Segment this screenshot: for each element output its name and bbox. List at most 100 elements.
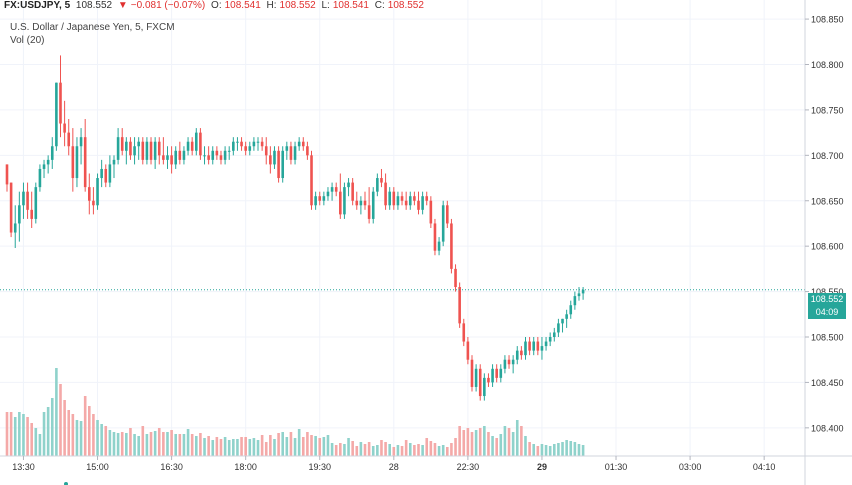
candle-body [83,137,87,188]
candle-body [63,123,66,133]
volume-bar [450,443,453,456]
volume-bar [141,426,145,456]
candle-body [92,200,95,206]
low-value: 108.541 [332,0,369,11]
volume-bar [552,444,556,456]
candle-body [137,141,140,147]
candle-body [330,187,334,192]
volume-bar [252,438,256,456]
candle-body [112,159,116,165]
candle-body [446,205,449,224]
candle-body [536,341,540,351]
candle-body [186,141,190,151]
candle-body [392,191,396,206]
candle-body [388,191,391,206]
candle-body [524,341,527,356]
candle-body [219,155,223,160]
candle-body [483,377,486,397]
price-tick-label: 108.550 [811,287,844,297]
volume-bars [5,368,585,456]
chart-grid [0,0,805,456]
volume-bar [367,442,371,456]
candle-body [104,168,108,183]
candle-body [252,141,256,147]
candle-body [42,164,46,169]
volume-bar [13,417,17,456]
time-tick-label: 01:30 [605,462,628,472]
volume-bar [446,447,449,456]
volume-bar [46,407,50,456]
scroll-indicator-dot[interactable] [64,482,68,485]
volume-bar [421,445,424,456]
candle-body [466,341,470,360]
volume-bar [248,439,252,456]
candle-body [454,268,457,288]
volume-bar [281,432,285,456]
candle-body [310,155,313,206]
volume-bar [565,440,568,456]
volume-bar [273,439,276,456]
volume-bar [34,428,38,456]
price-axis[interactable]: 108.850 108.800 108.750 108.700 108.650 108.6… [805,15,844,434]
volume-bar [561,442,564,456]
candle-body [281,150,285,179]
candle-body [34,187,38,219]
volume-bar [355,446,359,456]
candle-body [528,341,531,351]
high-label: H: [266,0,277,11]
volume-bar [470,432,474,456]
candle-body [22,191,25,206]
volume-bar [396,445,400,456]
volume-bar [190,434,194,456]
candle-body [532,341,536,351]
volume-bar [120,432,124,456]
volume-bar [26,417,29,456]
volume-bar [157,428,161,456]
candle-body [520,350,523,356]
volume-bar [227,440,231,456]
volume-bar [334,445,338,456]
price-tick-label: 108.700 [811,151,844,161]
volume-bar [162,432,165,456]
volume-bar [363,444,367,456]
candle-body [371,191,375,219]
volume-bar [92,414,95,456]
candle-body [55,82,58,147]
volume-bar [260,435,264,456]
candle-body [30,209,33,219]
candle-body [417,200,420,210]
candle-body [232,141,235,151]
open-label: O: [211,0,222,11]
volume-bar [404,440,408,456]
candle-body [437,241,441,251]
volume-bar [330,443,334,456]
volume-bar [108,430,112,456]
volume-bar [388,444,391,456]
candle-body [577,293,581,297]
volume-legend[interactable]: Vol (20) [10,35,45,46]
volume-bar [343,444,346,456]
price-tick-label: 108.600 [811,242,844,252]
time-axis[interactable]: 13:30 15:00 16:30 18:00 19:30 28 22:30 29 01:30 0… [12,456,775,472]
chart-legend-title[interactable]: U.S. Dollar / Japanese Yen, 5, FXCM [10,22,175,33]
candle-body [573,296,577,306]
volume-bar [285,437,289,456]
candle-body [277,150,280,179]
candle-body [450,223,453,269]
candle-body [289,146,293,160]
symbol-label[interactable]: FX:USDJPY, 5 [4,0,71,11]
volume-bar [520,426,523,456]
candle-body [540,346,544,351]
volume-bar [219,439,223,456]
volume-bar [495,438,498,456]
volume-bar [236,439,239,456]
candle-body [293,146,297,160]
volume-bar [137,436,140,456]
volume-bar [199,433,202,456]
volume-bar [400,446,404,456]
candle-body [190,141,194,151]
candle-body [413,196,416,201]
volume-bar [417,444,420,456]
candle-body [544,341,548,347]
